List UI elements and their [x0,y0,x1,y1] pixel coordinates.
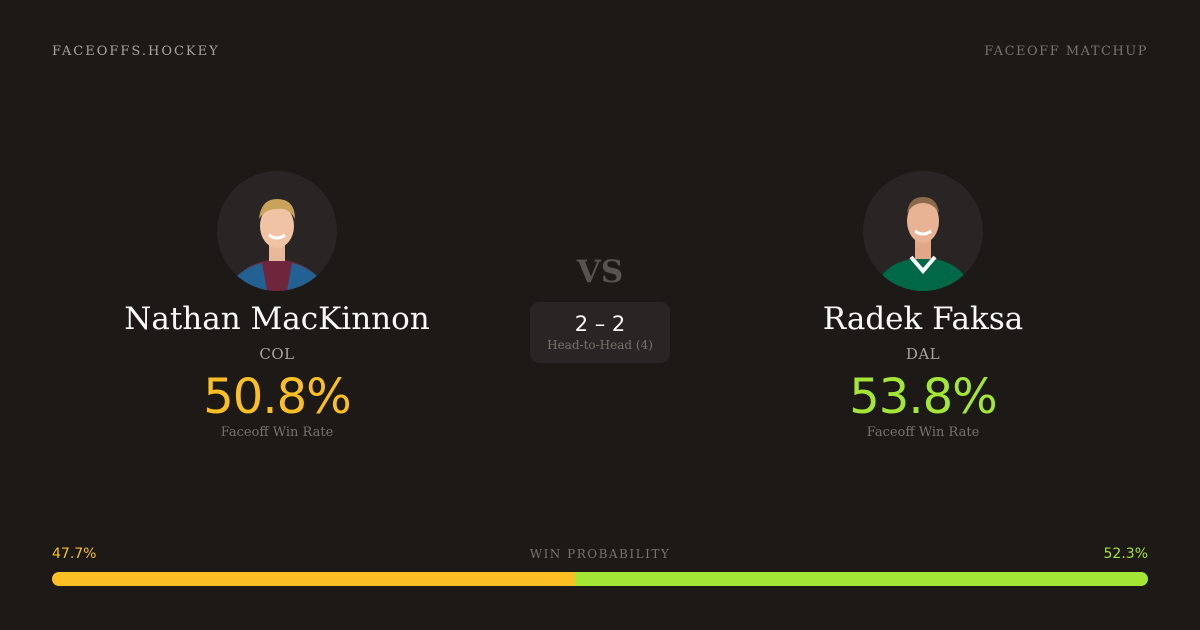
win-rate-label: Faceoff Win Rate [866,425,980,440]
player-name: Radek Faksa [822,301,1024,337]
win-probability-bar [52,572,1148,586]
faceoff-win-rate: 53.8% [849,369,997,425]
faceoff-win-rate: 50.8% [203,369,351,425]
win-probability-fill-right [574,572,1148,586]
win-probability-fill-left [52,572,575,586]
win-probability-title: WIN PROBABILITY [529,547,671,561]
player-card-left: Nathan MacKinnon COL 50.8% Faceoff Win R… [77,171,477,440]
player-avatar [217,171,337,291]
head-to-head-box: 2 – 2 Head-to-Head (4) [530,302,670,363]
player-card-right: Radek Faksa DAL 53.8% Faceoff Win Rate [723,171,1123,440]
brand-logo-text: FACEOFFS.HOCKEY [52,44,220,59]
player-team: COL [259,345,295,363]
vs-label: VS [576,254,624,290]
page-type-label: FACEOFF MATCHUP [984,44,1148,59]
win-probability-right: 52.3% [1103,546,1148,562]
head-to-head-score: 2 – 2 [574,312,626,336]
win-probability-left: 47.7% [52,546,97,562]
player-team: DAL [905,345,941,363]
player-name: Nathan MacKinnon [124,301,430,337]
win-rate-label: Faceoff Win Rate [220,425,334,440]
player-avatar [863,171,983,291]
head-to-head-label: Head-to-Head (4) [547,338,653,352]
